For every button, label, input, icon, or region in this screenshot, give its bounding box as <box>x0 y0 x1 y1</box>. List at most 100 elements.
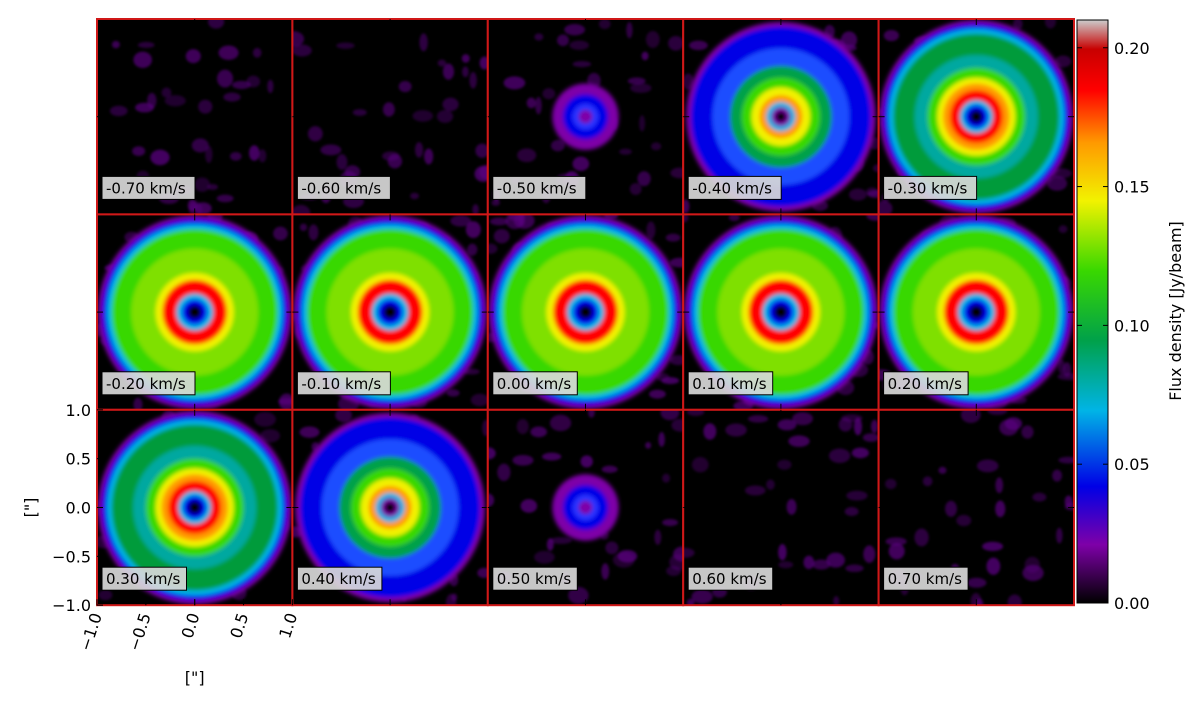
noise-blob <box>601 563 610 580</box>
noise-blob <box>987 409 1008 415</box>
emission-rings <box>552 83 619 150</box>
noise-blob <box>970 592 982 606</box>
channel-panel: -0.50 km/s <box>486 18 685 216</box>
noise-blob <box>649 389 666 399</box>
velocity-label: -0.20 km/s <box>106 375 186 393</box>
noise-blob <box>335 409 352 423</box>
x-tick-label: −1.0 <box>76 611 106 654</box>
noise-blob <box>307 126 323 142</box>
velocity-label-box <box>101 566 187 591</box>
noise-blob <box>845 564 864 573</box>
noise-blob <box>1032 492 1047 502</box>
noise-blob <box>1044 19 1056 29</box>
noise-blob <box>885 537 907 546</box>
noise-blob <box>450 215 472 227</box>
noise-blob <box>999 419 1019 436</box>
noise-blob <box>503 76 526 90</box>
noise-blob <box>424 148 434 165</box>
emission-ring <box>383 305 397 319</box>
noise-blob <box>669 355 684 366</box>
noise-blob <box>446 389 460 397</box>
channel-panel: 0.30 km/s <box>96 408 294 607</box>
noise-blob <box>686 409 705 416</box>
channel-panel: 0.40 km/s <box>291 408 489 607</box>
noise-blob <box>612 552 635 568</box>
velocity-label: -0.10 km/s <box>301 375 381 393</box>
noise-blob <box>442 63 455 80</box>
noise-blob <box>505 214 524 230</box>
noise-blob <box>205 145 213 164</box>
velocity-label-box <box>296 175 391 200</box>
noise-blob <box>133 51 152 69</box>
x-tick-label: 0.0 <box>178 611 204 641</box>
velocity-label: 0.40 km/s <box>301 570 376 588</box>
noise-blob <box>1021 425 1034 439</box>
velocity-label-box <box>883 371 969 396</box>
noise-blob <box>530 426 548 438</box>
noise-blob <box>651 142 662 151</box>
noise-blob <box>683 73 694 90</box>
noise-blob <box>534 550 555 564</box>
noise-blob <box>777 459 792 470</box>
emission-ring <box>187 305 202 319</box>
noise-blob <box>382 102 395 117</box>
x-axis-label: ["] <box>185 668 205 687</box>
emission-map <box>292 215 488 410</box>
noise-blob <box>683 547 695 558</box>
noise-blob <box>1013 19 1023 30</box>
noise-blob <box>273 226 288 241</box>
noise-blob <box>556 34 569 47</box>
noise-blob <box>641 51 649 61</box>
channel-panel: 0.00 km/s <box>486 213 685 411</box>
noise-blob <box>866 214 879 221</box>
velocity-label-box <box>883 175 978 200</box>
noise-blob <box>246 75 261 88</box>
channel-panels: -0.70 km/s -0.60 km/s -0.50 km/s -0.40 km/s… <box>96 18 1075 607</box>
velocity-label: 0.60 km/s <box>692 570 767 588</box>
noise-blob <box>670 257 684 268</box>
noise-blob <box>671 418 684 432</box>
x-tick-label: −0.5 <box>125 611 155 654</box>
noise-blob <box>572 60 592 68</box>
noise-blob <box>788 435 810 447</box>
noise-blob <box>683 199 690 214</box>
emission-map <box>97 214 293 410</box>
noise-blob <box>207 183 219 191</box>
noise-blob <box>629 183 642 195</box>
noise-blob <box>542 452 562 461</box>
noise-blob <box>588 409 595 418</box>
noise-blob <box>254 411 276 427</box>
channel-panel: 0.10 km/s <box>682 213 880 411</box>
noise-blob <box>419 33 428 52</box>
noise-blob <box>792 412 814 426</box>
noise-blob <box>846 490 868 501</box>
noise-blob <box>398 80 412 93</box>
emission-rings <box>879 20 1073 214</box>
noise-blob <box>489 217 509 226</box>
noise-blob <box>976 459 999 473</box>
noise-blob <box>914 528 929 547</box>
noise-blob <box>194 202 212 215</box>
noise-blob <box>414 142 424 158</box>
emission-ring <box>384 502 396 513</box>
colorbar-tick-label: 0.15 <box>1114 178 1150 197</box>
noise-blob <box>320 144 342 156</box>
noise-blob <box>207 19 225 29</box>
noise-blob <box>747 415 769 423</box>
colorbar-gradient <box>1076 19 1109 604</box>
noise-blob <box>477 567 488 578</box>
noise-blob <box>888 542 905 560</box>
noise-blob <box>645 30 660 48</box>
noise-blob <box>1052 469 1063 482</box>
noise-blob <box>666 565 681 576</box>
noise-blob <box>689 40 708 51</box>
noise-blob <box>462 66 469 78</box>
velocity-label-box <box>492 371 578 396</box>
channel-panel: -0.30 km/s <box>877 18 1075 216</box>
noise-blob <box>733 401 754 410</box>
emission-map <box>683 409 879 606</box>
noise-blob <box>691 457 709 473</box>
emission-rings <box>98 410 292 605</box>
noise-blob <box>467 243 478 256</box>
noise-blob <box>1056 527 1063 544</box>
